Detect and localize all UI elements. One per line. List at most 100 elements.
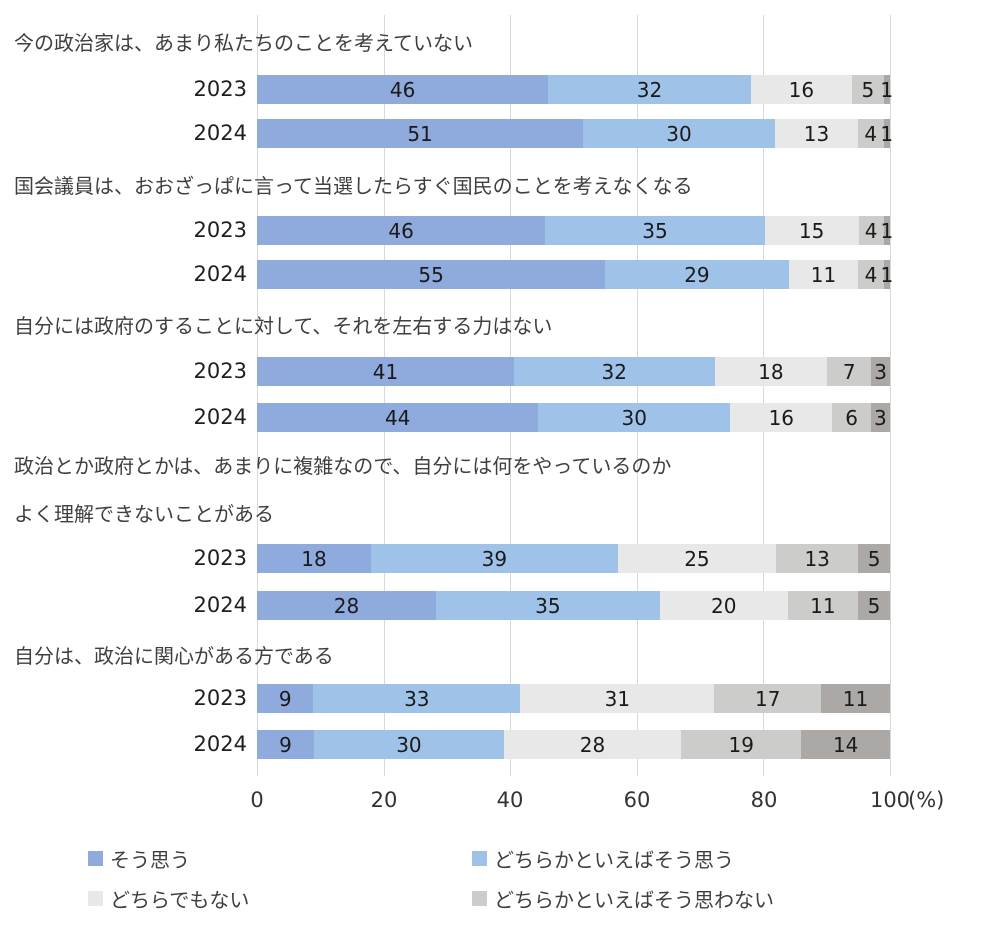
bar-segment: 3 xyxy=(871,357,890,386)
bar-segment: 19 xyxy=(681,730,802,759)
legend-item-neutral: どちらでもない xyxy=(88,884,249,912)
question-title-1: 今の政治家は、あまり私たちのことを考えていない xyxy=(14,31,473,55)
bar-segment: 9 xyxy=(257,684,314,713)
bar-segment: 30 xyxy=(538,403,731,432)
bar-track: 9 30 28 19 14 xyxy=(257,730,890,759)
bar-segment: 35 xyxy=(436,591,660,620)
bar-segment: 4 xyxy=(858,260,884,289)
x-axis-unit: (%) xyxy=(908,788,945,812)
legend-swatch-agree xyxy=(88,850,103,866)
bar-segment: 3 xyxy=(870,403,890,432)
year-label: 2024 xyxy=(193,121,247,145)
bar-segment: 32 xyxy=(548,75,751,104)
bar-track: 44 30 16 6 3 xyxy=(257,403,890,432)
bar-segment: 6 xyxy=(832,403,871,432)
bar-segment: 14 xyxy=(801,730,890,759)
year-label: 2024 xyxy=(193,732,247,756)
bar-row: 2024 28 35 20 11 5 xyxy=(0,591,1000,620)
legend-swatch-neutral xyxy=(88,890,103,906)
bar-segment: 30 xyxy=(583,119,775,148)
bar-segment: 11 xyxy=(788,260,859,289)
bar-row: 2024 9 30 28 19 14 xyxy=(0,730,1000,759)
year-label: 2024 xyxy=(193,405,247,429)
bar-segment: 28 xyxy=(257,591,437,620)
bar-segment: 46 xyxy=(257,216,546,245)
question-title-3: 自分には政府のすることに対して、それを左右する力はない xyxy=(14,314,553,338)
legend-label: そう思う xyxy=(110,847,190,872)
bar-segment: 39 xyxy=(370,544,618,573)
x-tick-100: 100 xyxy=(869,788,911,812)
bar-segment: 11 xyxy=(787,591,858,620)
x-tick-60: 60 xyxy=(623,788,651,812)
x-tick-0: 0 xyxy=(250,788,264,812)
bar-row: 2023 9 33 31 17 11 xyxy=(0,684,1000,713)
legend-item-agree: そう思う xyxy=(88,844,190,872)
bar-track: 41 32 18 7 3 xyxy=(257,357,890,386)
bar-segment: 30 xyxy=(313,730,504,759)
legend-item-somewhat-disagree: どちらかといえばそう思わない xyxy=(472,884,774,912)
x-tick-40: 40 xyxy=(496,788,524,812)
question-title-4-line-1: 政治とか政府とかは、あまりに複雑なので、自分には何をやっているのか xyxy=(14,454,672,478)
bar-row: 2023 46 32 16 5 1 xyxy=(0,75,1000,104)
bar-segment: 28 xyxy=(503,730,682,759)
bar-segment: 18 xyxy=(257,544,371,573)
bar-row: 2024 55 29 11 4 1 xyxy=(0,260,1000,289)
bar-segment: 7 xyxy=(827,357,872,386)
bar-track: 55 29 11 4 1 xyxy=(257,260,893,289)
bar-segment: 11 xyxy=(821,684,890,713)
bar-segment: 46 xyxy=(257,75,549,104)
bar-segment: 33 xyxy=(313,684,521,713)
bar-segment: 4 xyxy=(858,119,884,148)
bar-segment: 25 xyxy=(617,544,777,573)
bar-track: 51 30 13 4 1 xyxy=(257,119,893,148)
x-tick-20: 20 xyxy=(370,788,398,812)
bar-segment: 13 xyxy=(774,119,858,148)
bar-segment: 1 xyxy=(880,119,893,148)
x-tick-80: 80 xyxy=(750,788,778,812)
bar-segment: 55 xyxy=(257,260,606,289)
legend-swatch-somewhat-disagree xyxy=(472,890,487,906)
legend-label: どちらかといえばそう思う xyxy=(494,847,734,872)
bar-row: 2023 46 35 15 4 1 xyxy=(0,216,1000,245)
bar-segment: 44 xyxy=(257,403,539,432)
bar-track: 46 32 16 5 1 xyxy=(257,75,893,104)
bar-segment: 15 xyxy=(764,216,859,245)
bar-segment: 13 xyxy=(776,544,859,573)
year-label: 2023 xyxy=(193,218,247,242)
bar-track: 46 35 15 4 1 xyxy=(257,216,893,245)
bar-segment: 32 xyxy=(513,357,715,386)
year-label: 2024 xyxy=(193,593,247,617)
x-axis: 0 20 40 60 80 100 (%) xyxy=(0,788,1000,814)
bar-segment: 35 xyxy=(545,216,765,245)
bar-row: 2023 41 32 18 7 3 xyxy=(0,357,1000,386)
bar-segment: 41 xyxy=(257,357,514,386)
bar-segment: 16 xyxy=(750,75,852,104)
bar-segment: 4 xyxy=(858,216,884,245)
bar-segment: 1 xyxy=(880,75,893,104)
bar-track: 9 33 31 17 11 xyxy=(257,684,890,713)
bar-segment: 5 xyxy=(851,75,884,104)
bar-segment: 20 xyxy=(659,591,788,620)
legend-label: どちらかといえばそう思わない xyxy=(494,887,774,912)
year-label: 2023 xyxy=(193,686,247,710)
bar-segment: 1 xyxy=(880,260,893,289)
legend-swatch-somewhat-agree xyxy=(472,850,487,866)
bar-segment: 9 xyxy=(257,730,314,759)
bar-row: 2024 44 30 16 6 3 xyxy=(0,403,1000,432)
legend-label: どちらでもない xyxy=(110,887,250,912)
bar-segment: 5 xyxy=(858,591,890,620)
bar-track: 18 39 25 13 5 xyxy=(257,544,890,573)
question-title-5: 自分は、政治に関心がある方である xyxy=(14,644,334,668)
legend-item-somewhat-agree: どちらかといえばそう思う xyxy=(472,844,734,872)
year-label: 2024 xyxy=(193,262,247,286)
bar-segment: 5 xyxy=(858,544,890,573)
bar-segment: 18 xyxy=(714,357,828,386)
legend: そう思う どちらかといえばそう思う どちらでもない どちらかといえばそう思わない xyxy=(0,840,1000,920)
year-label: 2023 xyxy=(193,77,247,101)
bar-segment: 51 xyxy=(257,119,584,148)
bar-segment: 31 xyxy=(520,684,715,713)
question-title-4-line-2: よく理解できないことがある xyxy=(14,502,274,526)
bar-segment: 1 xyxy=(880,216,893,245)
bar-row: 2024 51 30 13 4 1 xyxy=(0,119,1000,148)
